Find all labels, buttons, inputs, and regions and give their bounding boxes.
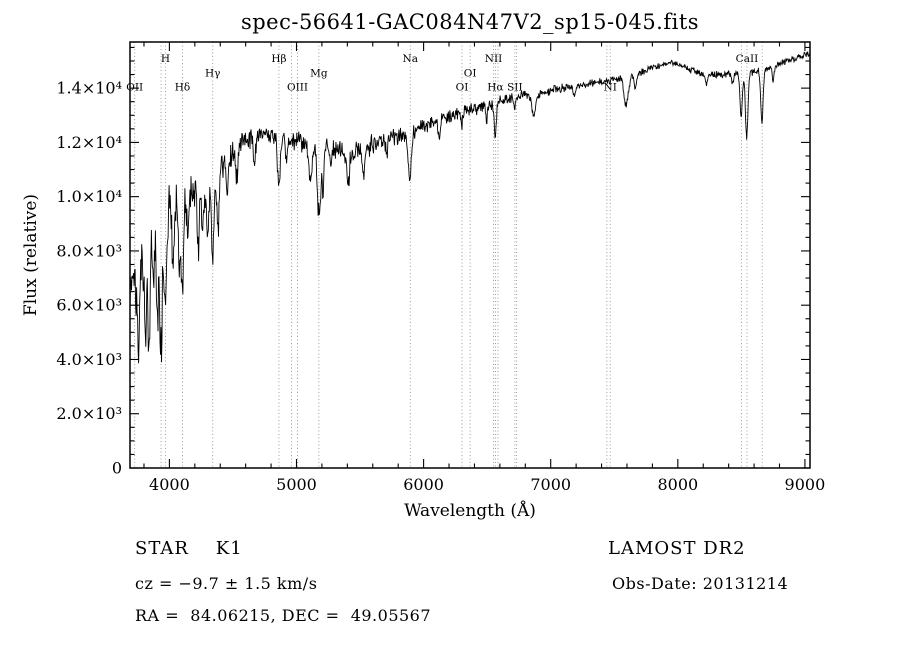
spectral-line-label: Hα bbox=[487, 82, 503, 94]
y-tick-label: 4.0×10³ bbox=[56, 350, 122, 369]
y-tick-label: 6.0×10³ bbox=[56, 296, 122, 315]
x-tick-label: 7000 bbox=[530, 475, 571, 494]
x-tick-label: 4000 bbox=[149, 475, 190, 494]
y-tick-label: 1.2×10⁴ bbox=[56, 133, 122, 152]
spectral-line-label: Hβ bbox=[271, 53, 286, 65]
spectral-line-label: OII bbox=[126, 82, 143, 94]
spectral-line-label: OIII bbox=[287, 82, 308, 94]
plot-title: spec-56641-GAC084N47V2_sp15-045.fits bbox=[240, 10, 700, 34]
survey-label: LAMOST DR2 bbox=[608, 538, 746, 559]
spectral-line-label: Hγ bbox=[205, 68, 220, 80]
axes-box bbox=[129, 41, 811, 469]
y-tick-label: 0 bbox=[112, 459, 122, 478]
x-tick-label: 6000 bbox=[403, 475, 444, 494]
y-tick-label: 1.0×10⁴ bbox=[56, 187, 122, 206]
spectral-line-label: Mg bbox=[310, 68, 328, 80]
radial-velocity-label: cz = −9.7 ± 1.5 km/s bbox=[135, 574, 318, 593]
spectral-line-label: NII bbox=[485, 53, 502, 65]
ra-dec-label: RA = 84.06215, DEC = 49.05567 bbox=[135, 606, 432, 625]
spectral-line-label: SII bbox=[507, 82, 523, 94]
spectrum-trace bbox=[129, 51, 811, 364]
y-tick-label: 8.0×10³ bbox=[56, 241, 122, 260]
object-class-label: STAR K1 bbox=[135, 538, 243, 559]
x-axis-title: Wavelength (Å) bbox=[404, 500, 536, 521]
spectral-line-label: H bbox=[161, 53, 170, 65]
y-tick-label: 1.4×10⁴ bbox=[56, 79, 122, 98]
spectral-line-label: Na bbox=[403, 53, 418, 65]
spectral-line-label: Hδ bbox=[175, 82, 190, 94]
x-tick-label: 8000 bbox=[657, 475, 698, 494]
x-tick-label: 9000 bbox=[785, 475, 826, 494]
y-axis-title: Flux (relative) bbox=[21, 194, 41, 316]
spectral-line-label: OI bbox=[456, 82, 469, 94]
x-tick-label: 5000 bbox=[276, 475, 317, 494]
obs-date-label: Obs-Date: 20131214 bbox=[612, 574, 789, 593]
spectral-line-label: NI bbox=[604, 82, 617, 94]
spectral-line-label: OI bbox=[464, 68, 477, 80]
y-tick-label: 2.0×10³ bbox=[56, 404, 122, 423]
spectral-line-label: CaII bbox=[736, 53, 759, 65]
